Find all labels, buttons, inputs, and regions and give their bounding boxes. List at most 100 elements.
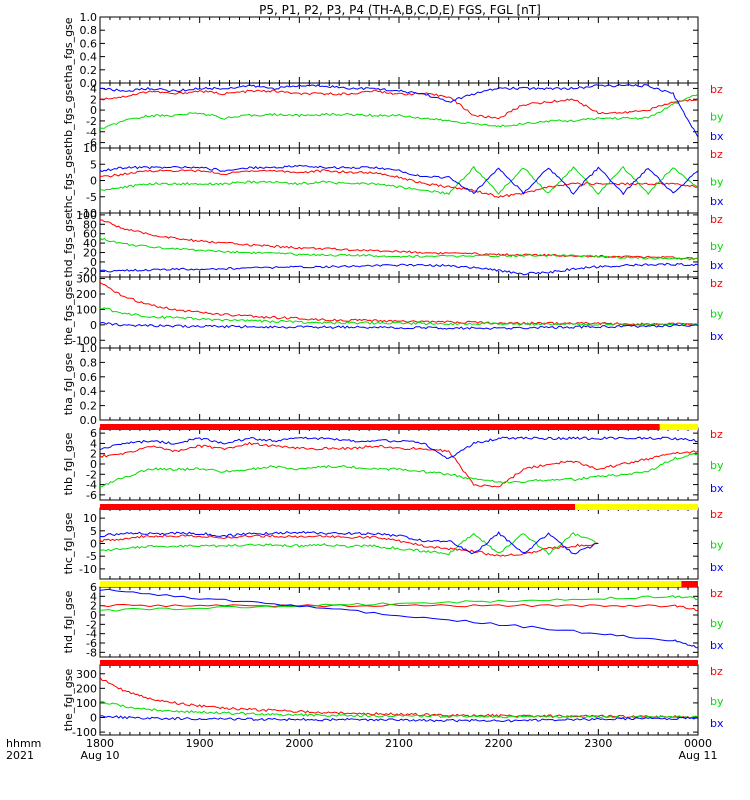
y-tick-label: 5 [90,525,97,538]
panel-frame [99,16,699,84]
panel-frame [99,586,699,658]
series-by-line [100,237,698,261]
x-sublabel-right: Aug 11 [679,749,718,762]
series-bz-line [100,219,698,260]
panel-frame [99,507,699,580]
y-tick-label: 4 [90,82,97,95]
legend-bz: bz [710,587,723,600]
y-axis-label: tha_fgl_gse [62,353,75,416]
legend-bz: bz [710,277,723,290]
legend-bx: bx [710,130,724,143]
flag-bar-segment [100,504,576,510]
series-bz-line [100,282,698,326]
y-tick-label: -5 [86,191,97,204]
series-bx-line [100,83,698,138]
series-by-line [100,307,698,327]
y-tick-label: -8 [86,646,97,659]
series-bz-line [100,603,698,612]
legend-bx: bx [710,717,724,730]
y-tick-label: -10 [79,563,97,576]
y-tick-label: -5 [86,550,97,563]
y-tick-label: 2 [90,600,97,613]
y-tick-label: -6 [86,637,97,650]
y-tick-label: 0 [90,104,97,117]
y-tick-label: 0.8 [80,24,98,37]
y-tick-label: 40 [83,237,97,250]
panel-frame [99,664,699,736]
series-bx-line [100,530,599,555]
y-tick-label: 0 [90,538,97,551]
flag-bar-segment [100,424,660,430]
series-bz-line [100,89,698,120]
series-by-line [100,595,698,612]
legend-bz: bz [710,148,723,161]
series-by-line [100,93,698,129]
legend-by: by [710,695,724,708]
y-tick-label: 10 [83,512,97,525]
figure-title: P5, P1, P2, P3, P4 (TH-A,B,C,D,E) FGS, F… [259,3,541,17]
y-tick-label: 0.4 [80,385,98,398]
y-tick-label: -4 [86,628,97,641]
series-bz-line [100,441,698,488]
legend-bz: bz [710,213,723,226]
y-tick-label: 0.8 [80,356,98,369]
x-tick-label: 2300 [584,737,612,750]
x-tick-label: 2100 [385,737,413,750]
x-tick-label: 1900 [186,737,214,750]
y-axis-label: thd_fgl_gse [62,590,75,653]
y-tick-label: 0 [90,256,97,269]
legend-bz: bz [710,665,723,678]
panels-group: 0.00.20.40.60.81.0tha_fgs_gse-6-4-2024th… [62,11,724,739]
y-tick-label: 2 [90,448,97,461]
flag-bar-segment [100,581,682,587]
legend-bz: bz [710,428,723,441]
series-bx-line [100,436,698,460]
y-tick-label: -10 [79,207,97,220]
panel-frame [99,147,699,214]
flag-bar-segment [100,660,698,666]
panel-tha_fgs_gse: 0.00.20.40.60.81.0 tha_fgs_gse [62,11,699,90]
y-tick-label: 0.6 [80,37,98,50]
y-tick-label: -20 [79,265,97,278]
y-tick-label: 0.4 [80,51,98,64]
legend-bx: bx [710,195,724,208]
y-tick-label: 2 [90,93,97,106]
y-tick-label: 1.0 [80,342,98,355]
panel-frame [99,212,699,278]
y-axis-label: thc_fgs_gse [62,148,75,213]
x-tick-label: 1800 [86,737,114,750]
y-tick-label: 0 [90,175,97,188]
x-axis: 1800 1900 2000 2100 2200 2300 0000 Aug 10 Aug 11 [81,737,718,762]
y-tick-label: 0 [90,458,97,471]
y-tick-label: 0.2 [80,400,98,413]
y-tick-label: 300 [76,668,97,681]
legend-by: by [710,459,724,472]
y-tick-label: 20 [83,247,97,260]
y-tick-label: -4 [86,479,97,492]
legend-by: by [710,308,724,321]
flag-bar-segment [575,504,698,510]
flag-bar-segment [659,424,698,430]
y-tick-label: -6 [86,137,97,150]
x-sublabel-left: Aug 10 [81,749,120,762]
series-by-line [100,165,698,196]
y-tick-label: 1.0 [80,11,98,24]
flag-bar-segment [681,581,698,587]
panel-frame [99,347,699,421]
legend-bx: bx [710,330,724,343]
legend-by: by [710,617,724,630]
series-by-line [100,700,698,719]
y-tick-label: 0.6 [80,371,98,384]
y-axis-label: tha_fgs_gse [62,17,75,82]
y-tick-label: 300 [76,273,97,286]
y-tick-label: 4 [90,437,97,450]
y-tick-label: 0.2 [80,64,98,77]
series-bx-line [100,588,698,649]
y-tick-label: 10 [83,142,97,155]
legend-bz: bz [710,508,723,521]
